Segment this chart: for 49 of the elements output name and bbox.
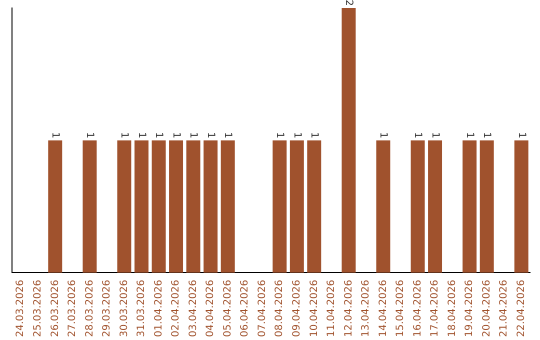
x-tick-label: 16.04.2026 — [412, 280, 424, 338]
x-tick-label: 06.04.2026 — [240, 280, 251, 338]
data-label: 1 — [464, 132, 475, 138]
x-tick-label: 27.03.2026 — [67, 280, 78, 338]
x-tick-label: 20.04.2026 — [481, 280, 492, 338]
data-label: 1 — [50, 132, 61, 138]
x-tick-label: 28.03.2026 — [84, 280, 96, 338]
data-label: 1 — [516, 132, 527, 138]
x-tick-label: 12.04.2026 — [343, 280, 354, 338]
x-tick-label: 07.04.2026 — [256, 280, 268, 338]
data-label: 2 — [343, 0, 354, 6]
x-tick-label: 26.03.2026 — [50, 280, 61, 338]
x-tick-label: 17.04.2026 — [430, 280, 441, 338]
data-label: 1 — [118, 132, 130, 138]
x-tick-label: 30.03.2026 — [118, 280, 130, 338]
data-label: 1 — [222, 132, 234, 138]
data-label: 1 — [291, 132, 302, 138]
data-label: 1 — [204, 132, 216, 138]
data-label: 1 — [378, 132, 389, 138]
x-tick-label: 05.04.2026 — [222, 280, 234, 338]
data-label: 1 — [170, 132, 182, 138]
x-tick-label: 02.04.2026 — [170, 280, 182, 338]
data-label: 1 — [188, 132, 199, 138]
x-tick-label: 14.04.2026 — [378, 280, 389, 338]
x-tick-label: 29.03.2026 — [102, 280, 113, 338]
x-tick-label: 25.03.2026 — [32, 280, 44, 338]
x-tick-label: 19.04.2026 — [464, 280, 476, 338]
x-tick-label: 08.04.2026 — [274, 280, 286, 338]
x-tick-label: 22.04.2026 — [516, 280, 527, 338]
x-tick-label: 31.03.2026 — [136, 280, 148, 338]
data-label: 1 — [274, 132, 286, 138]
x-tick-label: 18.04.2026 — [446, 280, 458, 338]
x-tick-label: 10.04.2026 — [308, 280, 320, 338]
x-tick-label: 09.04.2026 — [291, 280, 302, 338]
x-tick-label: 03.04.2026 — [188, 280, 199, 338]
x-tick-label: 13.04.2026 — [360, 280, 372, 338]
data-label: 1 — [84, 132, 96, 138]
data-label: 1 — [153, 132, 164, 138]
x-tick-label: 21.04.2026 — [498, 280, 510, 338]
x-tick-label: 11.04.2026 — [326, 280, 338, 338]
x-tick-label: 24.03.2026 — [15, 280, 26, 338]
x-tick-label: 15.04.2026 — [395, 280, 406, 338]
data-label: 1 — [308, 132, 320, 138]
data-label: 1 — [412, 132, 424, 138]
x-tick-label: 04.04.2026 — [205, 280, 216, 338]
data-label: 1 — [429, 132, 440, 138]
x-tick-label: 01.04.2026 — [153, 280, 164, 338]
data-label: 1 — [136, 132, 147, 138]
data-label: 1 — [481, 132, 492, 138]
